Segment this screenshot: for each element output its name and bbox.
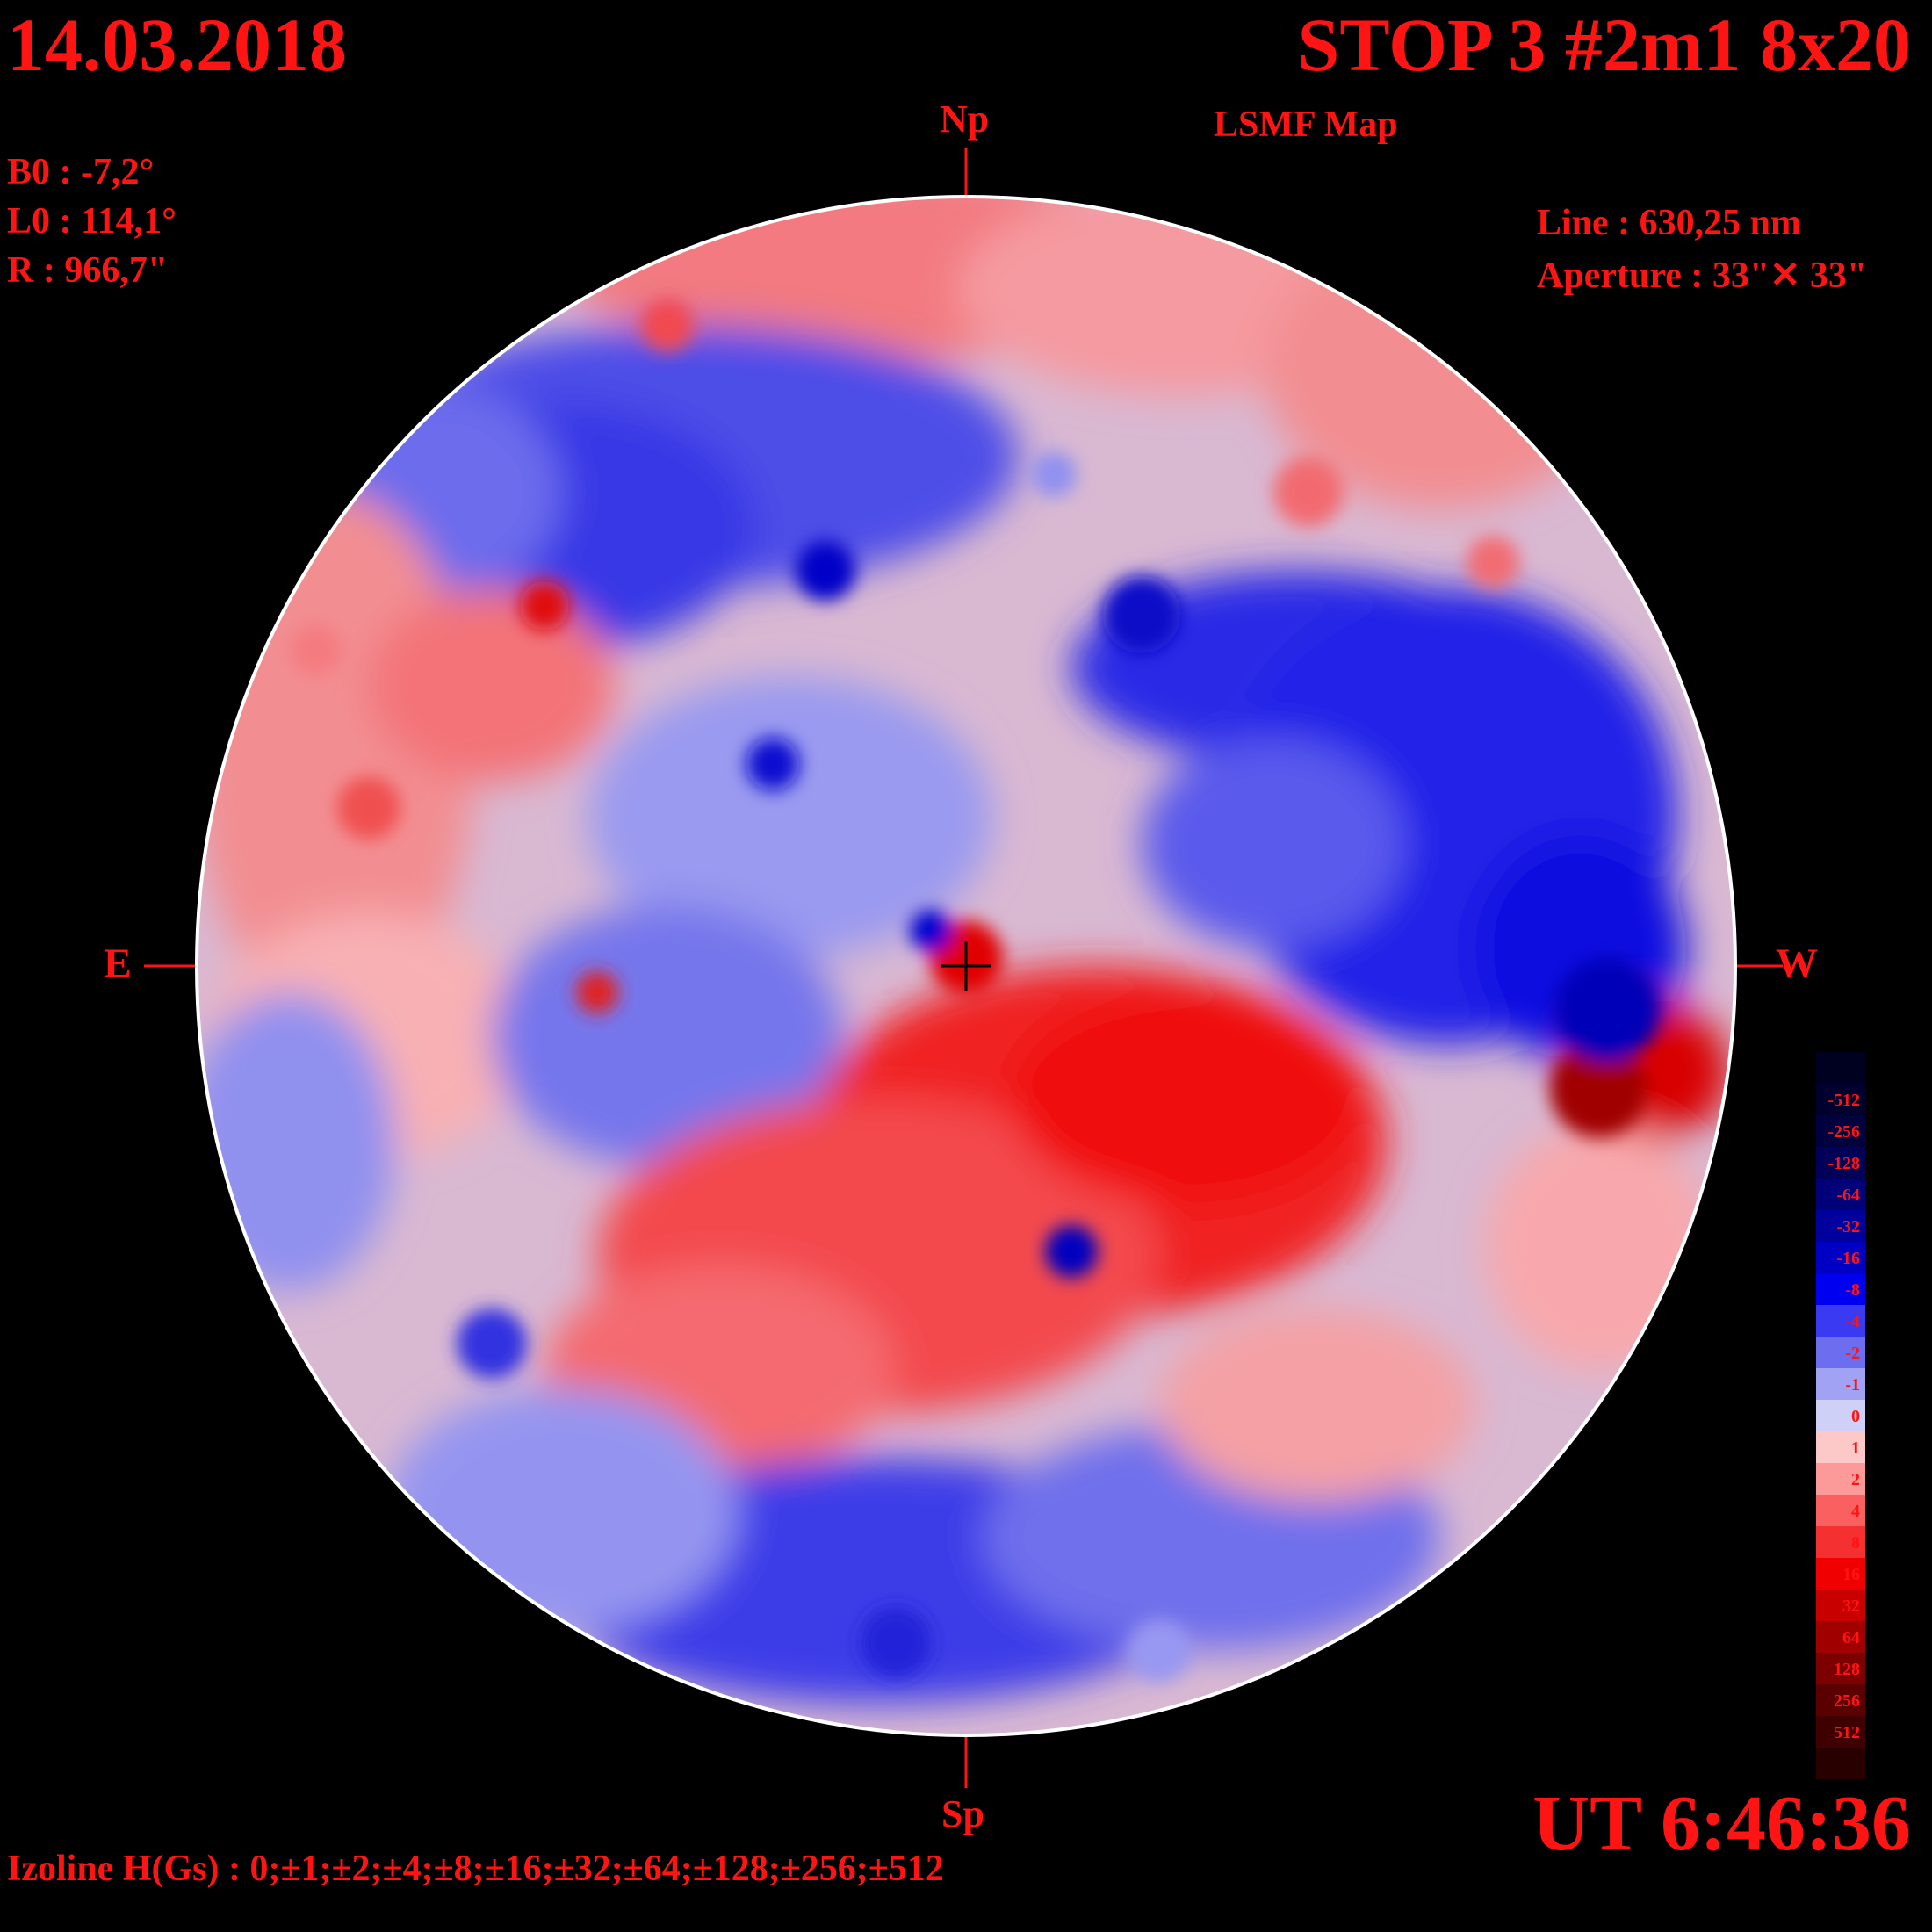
legend-cell: -1 [1816, 1368, 1865, 1400]
legend-cell: 1 [1816, 1431, 1865, 1463]
center-crosshair [941, 941, 991, 991]
legend-label: -8 [1845, 1280, 1860, 1300]
izoline-levels: Izoline H(Gs) : 0;±1;±2;±4;±8;±16;±32;±6… [7, 1849, 944, 1889]
east-label: E [104, 941, 133, 987]
legend-cell: 32 [1816, 1590, 1865, 1621]
radius-value: R : 966,7" [7, 250, 169, 291]
b0-value: B0 : -7,2° [7, 152, 155, 192]
legend-cell: -8 [1816, 1273, 1865, 1305]
legend-label: -64 [1836, 1186, 1860, 1205]
legend-label: 0 [1851, 1407, 1860, 1426]
aperture: Aperture : 33"✕ 33" [1537, 256, 1868, 296]
legend-label: -512 [1827, 1091, 1860, 1110]
legend-label: -1 [1845, 1375, 1860, 1395]
legend-cell [1816, 1748, 1865, 1779]
legend-label: -256 [1827, 1122, 1860, 1142]
legend-cell [1816, 1052, 1865, 1084]
legend-label: 4 [1851, 1502, 1860, 1521]
legend-cell: 256 [1816, 1684, 1865, 1716]
l0-value: L0 : 114,1° [7, 201, 177, 242]
map-subtitle: LSMF Map [1214, 105, 1398, 145]
south-pole-label: Sp [941, 1792, 984, 1835]
legend-cell: 512 [1816, 1716, 1865, 1748]
legend-cell: 8 [1816, 1526, 1865, 1558]
legend-label: -32 [1836, 1217, 1860, 1236]
legend-cell: -16 [1816, 1242, 1865, 1273]
legend-label: -4 [1845, 1312, 1860, 1331]
legend-cell: 4 [1816, 1495, 1865, 1526]
legend-label: 256 [1834, 1691, 1860, 1711]
ut-time: UT 6:46:36 [1532, 1780, 1911, 1867]
legend-cell: 128 [1816, 1653, 1865, 1684]
legend-cell: 0 [1816, 1400, 1865, 1431]
legend-label: 512 [1834, 1723, 1860, 1742]
legend-cell: -256 [1816, 1115, 1865, 1147]
west-label: W [1776, 941, 1818, 987]
legend-cell: -128 [1816, 1147, 1865, 1179]
legend-cell: 16 [1816, 1558, 1865, 1590]
legend-label: -16 [1836, 1249, 1860, 1268]
legend-label: 16 [1842, 1565, 1860, 1584]
legend-cell: -64 [1816, 1179, 1865, 1210]
legend-label: 2 [1851, 1470, 1860, 1489]
legend-cell: 2 [1816, 1463, 1865, 1495]
observation-date: 14.03.2018 [7, 3, 347, 87]
legend-label: -2 [1845, 1344, 1860, 1363]
map-title: STOP 3 #2m1 8x20 [1297, 3, 1911, 87]
legend-label: 8 [1851, 1533, 1860, 1553]
legend-label: 64 [1842, 1628, 1860, 1647]
legend-cell: -4 [1816, 1305, 1865, 1337]
color-scale-legend: -512 -256 -128 -64 -32 -16 -8 -4 -2 -1 0 1 2 4 8 16 32 64… [1816, 1052, 1865, 1779]
legend-cell: -512 [1816, 1084, 1865, 1115]
north-pole-label: Np [940, 97, 990, 141]
legend-label: 32 [1842, 1597, 1860, 1616]
legend-cell: -2 [1816, 1337, 1865, 1368]
legend-cell: -32 [1816, 1210, 1865, 1242]
legend-label: -128 [1827, 1154, 1860, 1173]
spectral-line: Line : 630,25 nm [1537, 203, 1802, 243]
legend-label: 128 [1834, 1660, 1860, 1679]
legend-cell: 64 [1816, 1621, 1865, 1653]
legend-label: 1 [1851, 1438, 1860, 1458]
